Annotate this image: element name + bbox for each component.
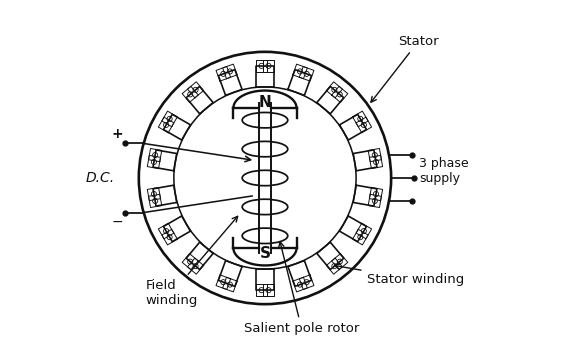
Text: −: − [112,215,124,229]
Text: Salient pole rotor: Salient pole rotor [244,242,359,335]
Text: Stator: Stator [371,35,439,102]
Text: Field
winding: Field winding [146,216,237,307]
Text: Stator winding: Stator winding [335,264,464,286]
Text: +: + [112,127,124,141]
Text: N: N [259,95,271,110]
Text: 3 phase
supply: 3 phase supply [419,157,469,185]
Text: S: S [260,246,271,261]
Text: D.C.: D.C. [86,171,115,185]
